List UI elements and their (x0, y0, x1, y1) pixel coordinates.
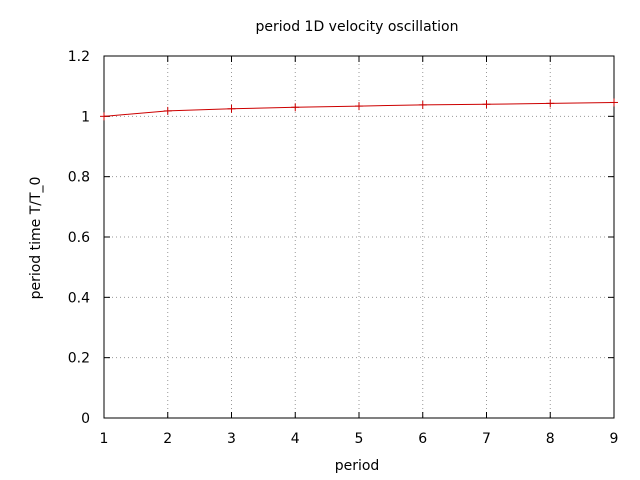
y-tick-labels: 0 0.2 0.4 0.6 0.8 1 1.2 (68, 49, 90, 427)
y-tick-label: 0.4 (68, 290, 90, 306)
x-tick-label: 8 (546, 431, 555, 447)
data-point-marker (546, 99, 555, 108)
data-point-marker (355, 102, 363, 111)
data-point-marker (227, 104, 236, 113)
x-tick-label: 1 (100, 431, 109, 447)
series-layer (100, 98, 618, 121)
x-tick-label: 2 (163, 431, 172, 447)
y-tick-label: 0.8 (68, 170, 90, 186)
grid (104, 56, 614, 418)
y-tick-label: 1.2 (68, 49, 90, 65)
x-tick-label: 6 (418, 431, 427, 447)
y-axis-title: period time T/T_0 (28, 177, 44, 300)
x-tick-labels: 1 2 3 4 5 6 7 8 9 (100, 431, 619, 447)
data-point-marker (163, 106, 172, 115)
x-tick-label: 5 (355, 431, 364, 447)
y-tick-label: 0 (81, 411, 90, 427)
data-point-marker (482, 100, 491, 109)
x-tick-label: 9 (610, 431, 619, 447)
x-tick-label: 3 (227, 431, 236, 447)
x-tick-label: 4 (291, 431, 300, 447)
y-tick-label: 0.6 (68, 230, 90, 246)
x-axis-title: period (335, 458, 380, 474)
data-point-marker (418, 100, 427, 109)
y-tick-label: 0.2 (68, 351, 90, 367)
x-tick-label: 7 (482, 431, 491, 447)
data-point-marker (291, 103, 300, 112)
y-tick-label: 1 (81, 109, 90, 125)
chart-title: period 1D velocity oscillation (256, 19, 459, 35)
data-point-marker (100, 112, 108, 121)
data-point-marker (610, 98, 618, 107)
